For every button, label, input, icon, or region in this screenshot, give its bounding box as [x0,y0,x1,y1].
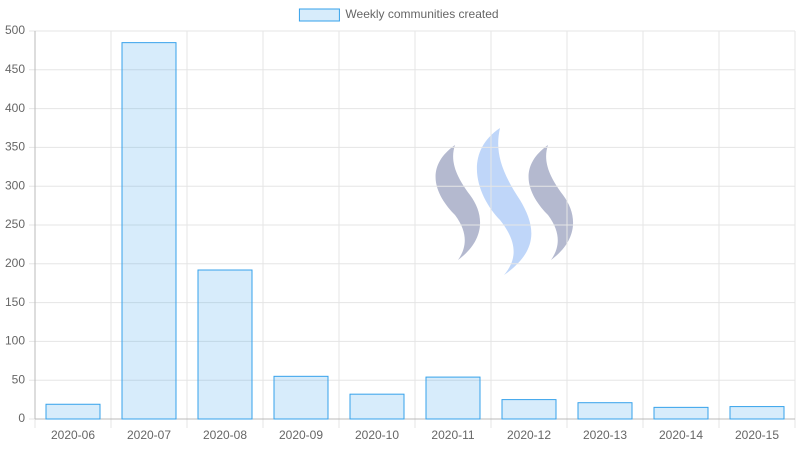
x-tick-label: 2020-10 [355,428,399,442]
legend-swatch [298,8,340,22]
y-tick-label: 0 [18,411,25,425]
x-tick-label: 2020-06 [51,428,95,442]
bar [425,376,481,420]
bar [501,399,557,420]
y-tick-label: 250 [5,217,25,231]
x-tick-label: 2020-13 [583,428,627,442]
bar [577,402,633,420]
x-tick-label: 2020-09 [279,428,323,442]
y-tick-label: 400 [5,101,25,115]
x-tick-label: 2020-12 [507,428,551,442]
x-tick-label: 2020-14 [659,428,703,442]
y-tick-label: 150 [5,295,25,309]
x-tick-label: 2020-08 [203,428,247,442]
bar [121,42,177,420]
y-tick-label: 50 [12,372,26,386]
legend-label: Weekly communities created [345,7,498,21]
y-tick-label: 500 [5,23,25,37]
y-tick-label: 350 [5,140,25,154]
y-tick-label: 200 [5,256,25,270]
x-tick-label: 2020-07 [127,428,171,442]
bar [349,393,405,420]
bar [197,269,253,420]
bar [729,406,785,420]
y-tick-label: 450 [5,62,25,76]
x-tick-label: 2020-11 [431,428,474,442]
bar [45,403,101,420]
watermark [435,128,574,275]
bar [653,406,709,420]
x-tick-label: 2020-15 [735,428,779,442]
y-tick-label: 300 [5,178,25,192]
bar [273,375,329,420]
y-tick-label: 100 [5,334,25,348]
